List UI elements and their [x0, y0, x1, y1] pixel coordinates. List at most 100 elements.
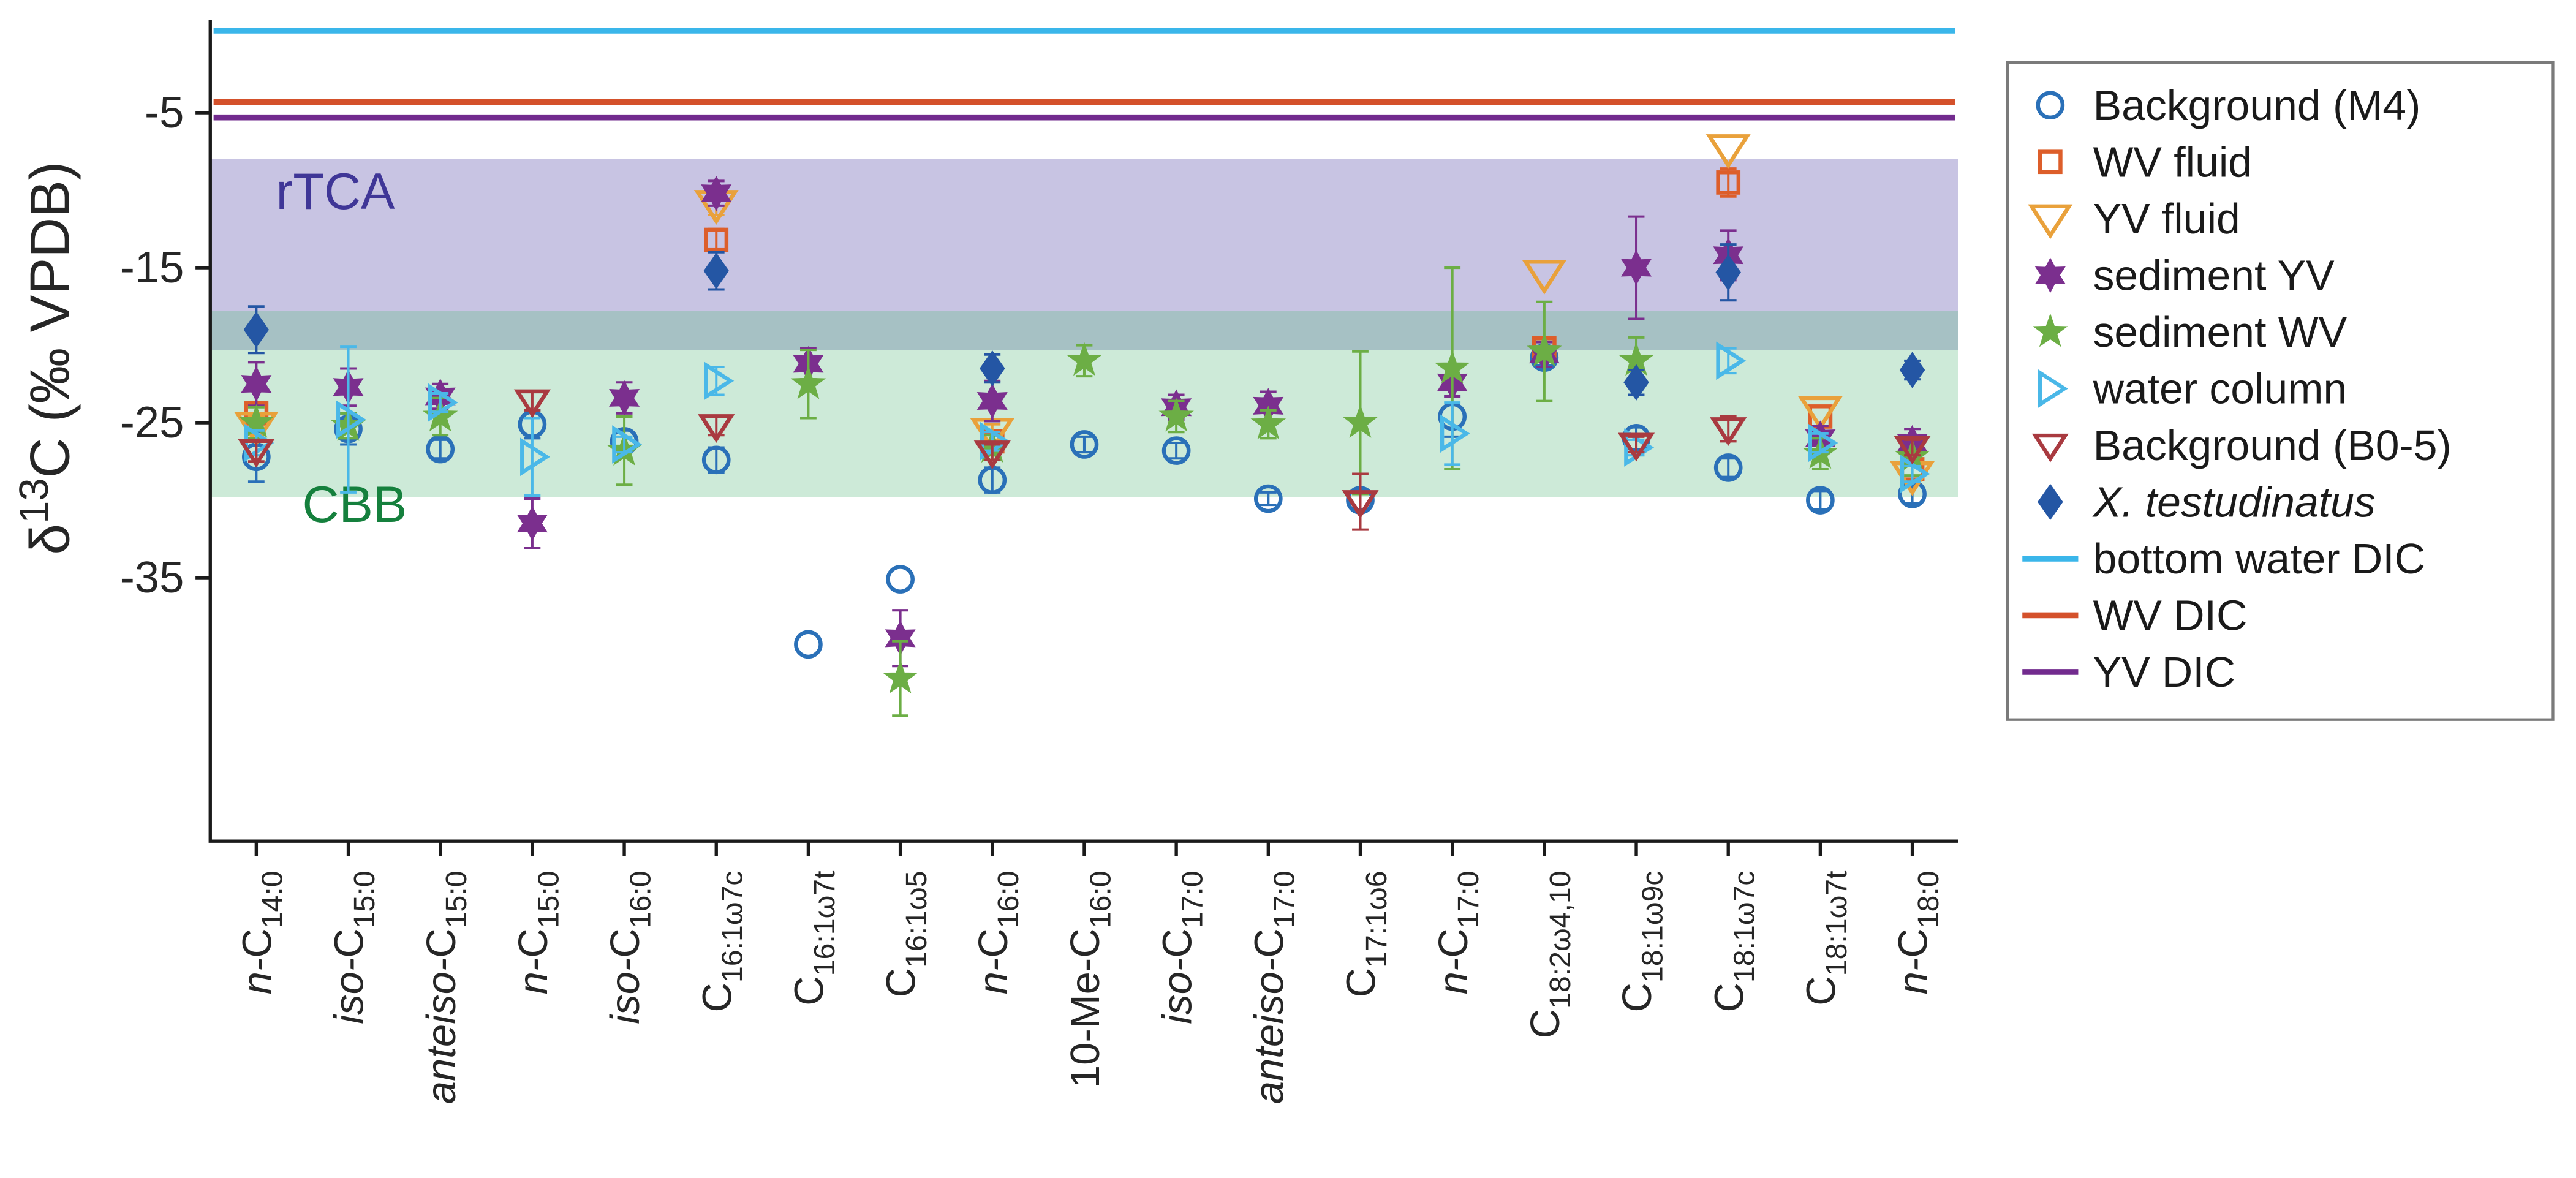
legend-item-sediment-wv: sediment WV [2033, 308, 2347, 356]
point-x-testudinatus [243, 311, 270, 348]
point-water-column [428, 383, 458, 422]
point-background-b0-5 [1894, 436, 1931, 465]
legend-item-background-m4: Background (M4) [2036, 81, 2421, 129]
x-tick-label: anteiso-C17:0 [1246, 870, 1301, 1104]
point-sediment-wv [1434, 350, 1470, 383]
point-water-column [1900, 455, 1930, 493]
legend-item-yv-fluid: YV fluid [2028, 195, 2240, 243]
legend-label: bottom water DIC [2093, 535, 2425, 583]
point-wv-fluid [704, 227, 729, 252]
legend-item-sediment-yv: sediment YV [2034, 251, 2335, 299]
point-water-column [612, 425, 643, 464]
point-sediment-wv [1342, 404, 1378, 438]
point-sediment-wv [1067, 342, 1102, 376]
legend-label: Background (B0-5) [2093, 421, 2452, 469]
x-tick-label: 10-Me-C16:0 [1062, 870, 1117, 1088]
point-background-m4 [1070, 430, 1099, 459]
y-tick-label: -15 [120, 243, 184, 292]
legend-marker-x-testudinatus [2038, 483, 2063, 520]
point-x-testudinatus [1715, 254, 1741, 291]
legend-marker-water-column [2038, 369, 2068, 408]
x-tick-label: n-C18:0 [1890, 870, 1945, 994]
point-water-column [704, 361, 735, 401]
x-tick-label: iso-C15:0 [327, 870, 381, 1024]
point-background-m4 [886, 565, 915, 594]
x-tick-label: iso-C16:0 [602, 870, 657, 1024]
point-sediment-wv [882, 659, 918, 694]
x-tick-label: n-C15:0 [510, 870, 565, 994]
legend-item-water-column: water column [2038, 364, 2347, 412]
point-sediment-wv [790, 365, 826, 399]
x-tick-label: n-C16:0 [970, 870, 1025, 994]
y-tick-label: -5 [145, 88, 184, 137]
point-x-testudinatus [980, 350, 1005, 387]
legend-item-background-b0-5: Background (B0-5) [2031, 421, 2452, 469]
legend-label: YV fluid [2093, 195, 2240, 243]
legend-label: X. testudinatus [2092, 478, 2376, 526]
x-tick-label: C17:1ω6 [1339, 870, 1393, 997]
point-x-testudinatus [1623, 364, 1649, 401]
point-water-column [520, 437, 550, 477]
point-sediment-wv [1158, 398, 1194, 432]
point-background-b0-5 [1342, 490, 1379, 519]
point-water-column [1716, 341, 1747, 380]
axes: -5 -15 -25 -35 n-C14:0 iso-C15:0 anteiso-C15:0… [11, 20, 1958, 1104]
point-sediment-wv [1527, 333, 1562, 367]
x-tick-label: C16:1ω7c [694, 870, 749, 1012]
x-tick-label: C18:1ω7t [1799, 870, 1853, 1006]
x-tick-label: anteiso-C15:0 [418, 870, 473, 1104]
point-sediment-yv [241, 366, 272, 402]
y-axis-label: δ13C (‰ VPDB) [11, 162, 81, 555]
legend-item-wv-dic: WV DIC [2022, 592, 2247, 640]
point-background-b0-5 [1617, 432, 1655, 462]
point-yv-fluid [1797, 396, 1843, 431]
legend-label: Background (M4) [2093, 81, 2421, 129]
point-wv-fluid [1716, 170, 1741, 195]
point-yv-fluid [1522, 260, 1567, 295]
legend-box [2006, 61, 2555, 721]
point-background-b0-5 [238, 439, 275, 468]
x-tick-label: C16:1ω5 [878, 870, 933, 997]
axis-spines [208, 20, 1958, 843]
legend-marker-sediment-wv [2033, 313, 2068, 347]
legend-item-x-testudinatus: X. testudinatus [2038, 478, 2376, 526]
point-background-m4 [1161, 436, 1191, 465]
band-cbb [210, 311, 1958, 497]
point-sediment-yv [609, 380, 640, 416]
y-tick-label: -35 [120, 553, 184, 602]
point-sediment-yv [516, 505, 548, 542]
legend-item-yv-dic: YV DIC [2022, 648, 2235, 696]
dic-reference-lines [213, 28, 1955, 121]
legend-marker-background-m4 [2036, 91, 2065, 120]
legend-label: sediment YV [2093, 251, 2335, 299]
point-background-b0-5 [973, 440, 1011, 469]
legend-label: WV fluid [2093, 138, 2253, 186]
x-tick-label: C18:1ω9c [1614, 870, 1669, 1012]
x-tick-label: C16:1ω7t [787, 870, 841, 1006]
y-tick-label: -25 [120, 398, 184, 447]
point-background-m4 [794, 630, 823, 659]
legend-label: WV DIC [2093, 592, 2248, 640]
point-sediment-wv [238, 404, 274, 438]
point-water-column [336, 400, 366, 439]
point-yv-fluid [1705, 134, 1751, 169]
legend-marker-background-b0-5 [2031, 433, 2069, 463]
point-sediment-yv [1621, 249, 1652, 285]
legend-item-bottom-water-dic: bottom water DIC [2022, 535, 2425, 583]
point-background-m4 [426, 434, 455, 464]
series-background-b0-5 [238, 389, 1931, 531]
point-background-m4 [1253, 484, 1283, 513]
point-sediment-yv [701, 175, 732, 211]
legend-marker-yv-fluid [2028, 204, 2073, 240]
band-label-cbb: CBB [302, 476, 407, 533]
legend-marker-sediment-yv [2034, 257, 2066, 293]
legend-label: sediment WV [2093, 308, 2347, 356]
series-water-column [244, 341, 1930, 497]
legend: Background (M4) WV fluid YV fluid sediment … [2006, 61, 2555, 721]
legend-marker-wv-fluid [2038, 149, 2063, 175]
point-sediment-yv [976, 383, 1008, 419]
x-tick-label: C18:1ω7c [1706, 870, 1761, 1012]
point-x-testudinatus [1899, 352, 1925, 388]
point-x-testudinatus [703, 252, 729, 289]
